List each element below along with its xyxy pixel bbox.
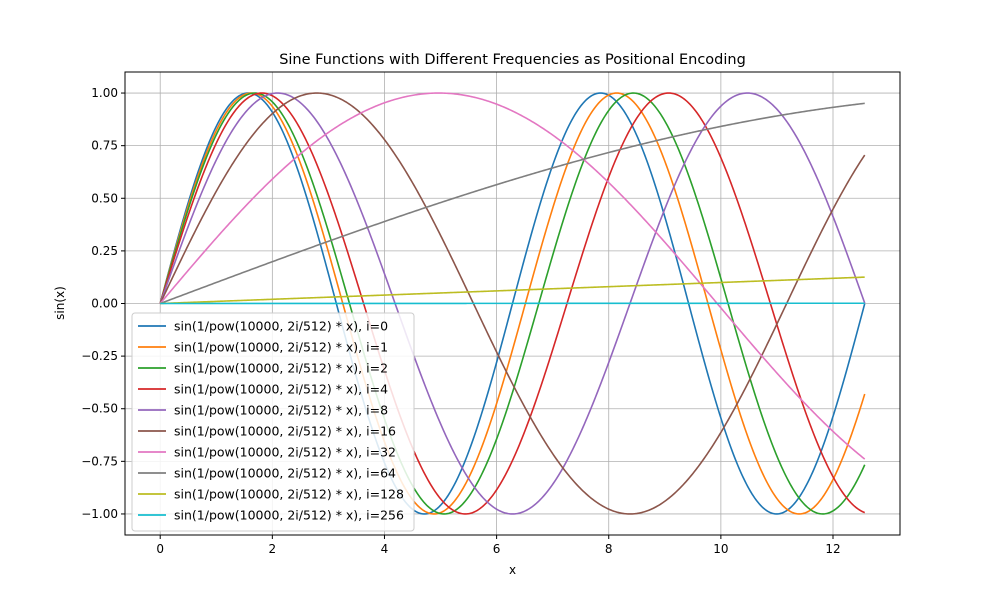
y-tick-label: −0.25 [81,349,118,363]
series-line-i16 [159,92,866,515]
y-tick-label: 0.75 [91,139,118,153]
y-tick-label: 0.00 [91,297,118,311]
y-axis-label: sin(x) [53,286,67,320]
legend-label-i16: sin(1/pow(10000, 2i/512) * x), i=16 [174,424,396,439]
series-line-i128 [160,276,865,305]
series-line-i1 [159,92,866,515]
y-tick-label: −0.50 [81,402,118,416]
series-line-i4 [159,92,866,515]
x-tick-label: 4 [381,542,389,556]
x-tick-label: 8 [605,542,613,556]
series-line-i8 [159,92,866,515]
y-tick-label: −0.75 [81,454,118,468]
legend-label-i8: sin(1/pow(10000, 2i/512) * x), i=8 [174,403,388,418]
x-tick-label: 0 [156,542,164,556]
tick-layer: 0 2 4 6 8 10 12 1.00 0.75 0.50 0.25 0.00 −0.25 −0.50 −… [81,86,840,556]
legend-label-i256: sin(1/pow(10000, 2i/512) * x), i=256 [174,508,404,523]
series-line-i2 [159,92,866,515]
x-tick-label: 2 [269,542,277,556]
x-tick-label: 10 [713,542,728,556]
legend: sin(1/pow(10000, 2i/512) * x), i=0 sin(1/… [131,312,415,532]
series-line-i64 [159,102,865,305]
legend-label-i0: sin(1/pow(10000, 2i/512) * x), i=0 [174,319,388,334]
x-tick-label: 6 [493,542,501,556]
legend-label-i4: sin(1/pow(10000, 2i/512) * x), i=4 [174,382,388,397]
y-tick-label: −1.00 [81,507,118,521]
y-tick-label: 0.25 [91,244,118,258]
legend-label-i64: sin(1/pow(10000, 2i/512) * x), i=64 [174,466,396,481]
legend-label-i2: sin(1/pow(10000, 2i/512) * x), i=2 [174,361,388,376]
legend-box [131,312,415,532]
x-tick-label: 12 [825,542,840,556]
series-layer [159,92,866,515]
chart-title: Sine Functions with Different Frequencie… [279,52,746,68]
legend-label-i1: sin(1/pow(10000, 2i/512) * x), i=1 [174,340,388,355]
series-line-i32 [159,92,866,460]
y-tick-label: 1.00 [91,86,118,100]
legend-label-i32: sin(1/pow(10000, 2i/512) * x), i=32 [174,445,396,460]
x-axis-label: x [509,563,516,577]
y-tick-label: 0.50 [91,191,118,205]
legend-label-i128: sin(1/pow(10000, 2i/512) * x), i=128 [174,487,404,502]
